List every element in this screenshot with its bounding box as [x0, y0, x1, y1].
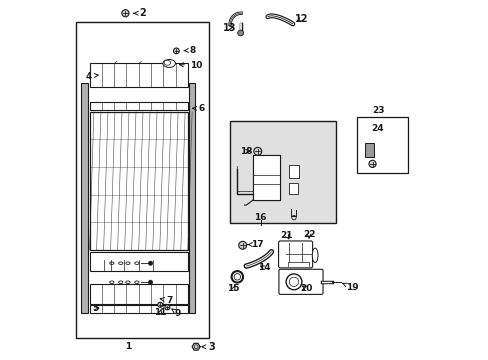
Circle shape	[148, 280, 152, 284]
Circle shape	[164, 305, 169, 310]
Text: 17: 17	[247, 240, 263, 249]
Text: 11: 11	[154, 308, 166, 317]
Text: 5: 5	[92, 303, 99, 312]
Bar	[89, 305, 187, 313]
Text: 4: 4	[85, 72, 98, 81]
Ellipse shape	[164, 60, 170, 65]
Polygon shape	[192, 343, 200, 350]
Ellipse shape	[163, 59, 175, 67]
Text: 19: 19	[342, 283, 358, 292]
Circle shape	[253, 147, 261, 155]
Text: 3: 3	[202, 342, 215, 352]
Circle shape	[237, 30, 243, 36]
FancyBboxPatch shape	[278, 241, 312, 268]
Text: 8: 8	[183, 46, 195, 55]
Text: 16: 16	[254, 213, 266, 222]
FancyBboxPatch shape	[278, 269, 323, 294]
Text: 18: 18	[240, 147, 252, 156]
Circle shape	[158, 302, 163, 307]
Bar	[76, 22, 208, 338]
Text: 15: 15	[227, 284, 240, 293]
Text: 22: 22	[302, 230, 315, 239]
Circle shape	[238, 241, 246, 249]
Text: 14: 14	[257, 264, 270, 273]
Text: 7: 7	[160, 296, 172, 305]
Bar	[357, 117, 407, 173]
Text: 20: 20	[299, 284, 312, 293]
Text: 1: 1	[124, 342, 131, 351]
Bar	[230, 121, 335, 223]
Bar	[188, 83, 195, 313]
Bar	[89, 252, 187, 271]
Text: 23: 23	[372, 105, 385, 114]
Text: 10: 10	[179, 61, 202, 70]
Text: 13: 13	[223, 23, 236, 33]
Bar	[81, 83, 88, 313]
Circle shape	[173, 48, 179, 54]
Text: 2: 2	[133, 8, 145, 18]
Text: 21: 21	[280, 231, 292, 240]
Bar	[89, 112, 187, 250]
Circle shape	[122, 10, 129, 17]
Circle shape	[148, 261, 152, 265]
Bar	[289, 165, 299, 178]
Bar	[89, 63, 187, 87]
Bar	[253, 155, 280, 200]
Ellipse shape	[312, 248, 317, 262]
Circle shape	[368, 160, 375, 167]
Bar	[89, 284, 187, 304]
Text: 9: 9	[171, 309, 181, 318]
Bar	[364, 143, 373, 157]
Bar	[289, 183, 298, 194]
Text: 12: 12	[295, 14, 308, 24]
Text: 6: 6	[192, 104, 204, 113]
Text: 24: 24	[370, 123, 383, 132]
Bar	[253, 155, 280, 200]
Bar	[89, 102, 187, 110]
